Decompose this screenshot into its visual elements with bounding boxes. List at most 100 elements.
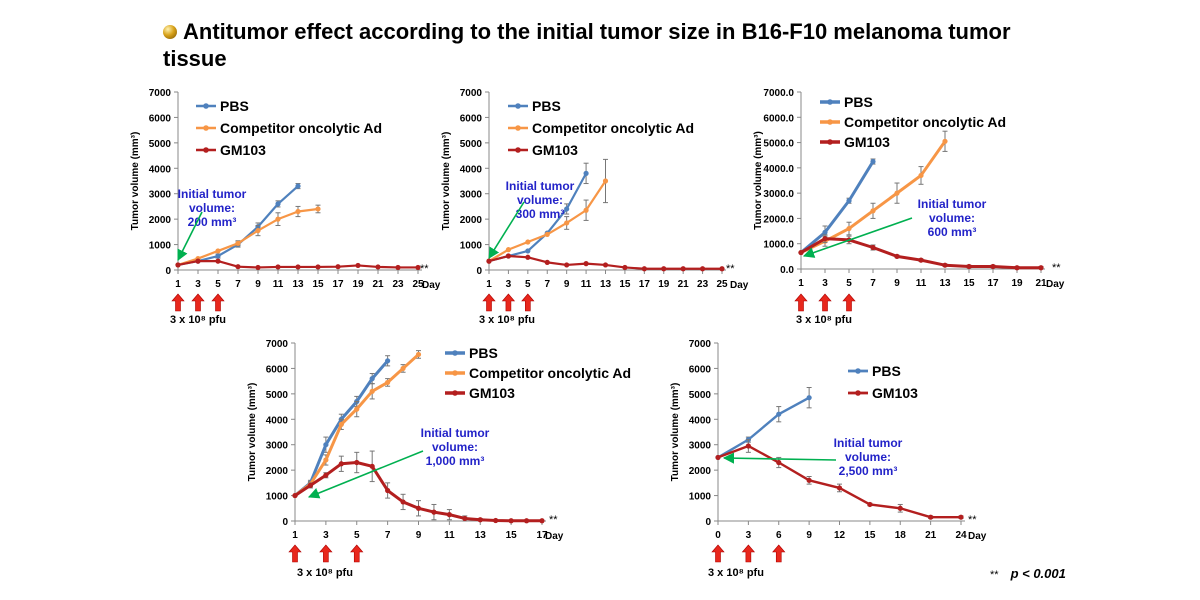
arrow-shape bbox=[171, 293, 185, 312]
data-point bbox=[602, 262, 609, 268]
y-axis-label: Tumor volume (mm³) bbox=[670, 383, 681, 482]
data-point bbox=[990, 263, 996, 270]
annotation-line: volume: bbox=[189, 201, 235, 215]
data-point bbox=[369, 388, 375, 394]
data-point bbox=[745, 443, 751, 449]
x-tick-label: 17 bbox=[639, 279, 651, 290]
annotation-line: 1,000 mm³ bbox=[426, 454, 485, 468]
x-tick-label: 9 bbox=[416, 530, 422, 541]
series-line bbox=[800, 237, 1041, 270]
y-tick-label: 4000 bbox=[460, 164, 483, 175]
legend-label: Competitor oncolytic Ad bbox=[469, 365, 631, 381]
arrow-shape bbox=[741, 544, 756, 563]
data-point bbox=[942, 138, 948, 144]
injection-arrow-icon bbox=[211, 293, 225, 312]
arrow-shape bbox=[211, 293, 225, 312]
x-axis-unit: Day bbox=[968, 531, 987, 542]
y-tick-label: 1000 bbox=[149, 241, 172, 252]
y-tick-label: 1000.0 bbox=[763, 240, 794, 251]
x-tick-label: 21 bbox=[1035, 278, 1047, 289]
series-line bbox=[800, 160, 875, 254]
data-point bbox=[369, 376, 375, 382]
data-point bbox=[1038, 265, 1044, 271]
data-point bbox=[539, 518, 545, 524]
x-tick-label: 3 bbox=[506, 279, 512, 290]
y-tick-label: 0 bbox=[705, 517, 711, 528]
x-tick-label: 17 bbox=[536, 530, 548, 541]
x-tick-label: 3 bbox=[746, 530, 752, 541]
y-tick-label: 4000.0 bbox=[763, 164, 794, 175]
data-point bbox=[355, 262, 361, 269]
data-point bbox=[564, 220, 570, 226]
y-tick-label: 0 bbox=[165, 266, 171, 277]
x-tick-label: 15 bbox=[864, 530, 876, 541]
injection-arrow-icon bbox=[288, 544, 302, 563]
y-tick-label: 5000 bbox=[149, 139, 172, 150]
data-point bbox=[323, 442, 329, 448]
y-tick-label: 2000 bbox=[689, 466, 712, 477]
legend-label: Competitor oncolytic Ad bbox=[844, 114, 1006, 130]
bullet-icon bbox=[163, 25, 177, 39]
x-tick-label: 9 bbox=[255, 279, 261, 290]
data-point bbox=[822, 236, 828, 242]
x-tick-label: 11 bbox=[581, 279, 592, 290]
x-tick-label: 13 bbox=[600, 279, 612, 290]
injection-arrow-icon bbox=[191, 293, 205, 312]
data-point bbox=[894, 253, 900, 259]
annotation-line: volume: bbox=[845, 450, 891, 464]
legend-label: PBS bbox=[844, 94, 873, 110]
data-point bbox=[867, 501, 873, 508]
significance-text: p < 0.001 bbox=[1010, 566, 1066, 581]
data-point bbox=[602, 178, 609, 184]
y-tick-label: 7000 bbox=[149, 88, 172, 99]
data-point bbox=[776, 411, 782, 417]
data-point bbox=[307, 482, 314, 488]
data-point bbox=[315, 206, 321, 212]
data-point bbox=[870, 208, 876, 214]
series-line bbox=[177, 207, 319, 266]
y-tick-label: 3000 bbox=[460, 190, 483, 201]
series-gm103 bbox=[715, 439, 964, 520]
x-tick-label: 19 bbox=[1011, 278, 1023, 289]
data-point bbox=[505, 253, 512, 259]
data-point bbox=[928, 514, 934, 520]
x-tick-label: 11 bbox=[444, 530, 455, 541]
legend-label: Competitor oncolytic Ad bbox=[220, 120, 382, 136]
data-point bbox=[338, 421, 344, 427]
x-tick-label: 25 bbox=[716, 279, 728, 290]
chart-1000mm3: 0 1000 2000 3000 4000 5000 6000 7000 Tumor volum… bbox=[247, 339, 631, 579]
legend-label: PBS bbox=[532, 98, 561, 114]
data-point bbox=[195, 258, 201, 264]
x-tick-label: 11 bbox=[273, 279, 284, 290]
annotation-line: volume: bbox=[517, 193, 563, 207]
data-point bbox=[215, 258, 221, 264]
y-tick-label: 3000 bbox=[266, 441, 289, 452]
legend-label: GM103 bbox=[220, 142, 266, 158]
data-point bbox=[661, 266, 667, 272]
data-point bbox=[641, 266, 647, 272]
x-tick-label: 3 bbox=[323, 530, 329, 541]
x-tick-label: 25 bbox=[412, 279, 424, 290]
data-point bbox=[942, 262, 948, 268]
x-tick-label: 15 bbox=[619, 279, 631, 290]
data-point bbox=[477, 517, 483, 523]
x-tick-label: 7 bbox=[870, 278, 876, 289]
arrow-shape bbox=[842, 293, 856, 312]
x-tick-label: 5 bbox=[846, 278, 852, 289]
y-tick-label: 5000 bbox=[689, 390, 712, 401]
injection-arrow-icon bbox=[501, 293, 516, 312]
data-point bbox=[215, 253, 221, 259]
annotation-line: Initial tumor bbox=[421, 426, 490, 440]
arrow-shape bbox=[288, 544, 302, 563]
series-gm103 bbox=[486, 253, 725, 272]
data-point bbox=[583, 261, 589, 267]
annotation-line: 2,500 mm³ bbox=[839, 464, 898, 478]
y-tick-label: 6000 bbox=[266, 364, 289, 375]
pointer-arrow bbox=[177, 211, 203, 262]
y-tick-label: 7000 bbox=[460, 88, 483, 99]
data-point bbox=[523, 518, 530, 524]
series-gm103 bbox=[175, 258, 421, 271]
x-tick-label: 13 bbox=[939, 278, 951, 289]
significance-note: ** p < 0.001 bbox=[990, 566, 1066, 581]
series-competitor-oncolytic-ad bbox=[486, 158, 609, 264]
